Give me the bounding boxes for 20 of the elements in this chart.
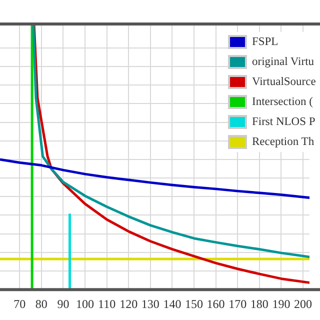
legend-label: Intersection ( xyxy=(252,96,313,108)
x-tick-label: 80 xyxy=(35,296,48,311)
legend-label: FSPL xyxy=(252,36,278,48)
x-tick-label: 100 xyxy=(76,296,94,311)
legend-label: VirtualSource xyxy=(252,76,316,88)
x-tick-label: 130 xyxy=(141,296,160,311)
x-tick-label: 90 xyxy=(57,296,70,311)
legend-label: First NLOS P xyxy=(252,116,316,128)
x-tick-label: 200 xyxy=(294,296,312,311)
legend-label: original Virtu xyxy=(252,56,314,68)
x-tick-label: 160 xyxy=(206,296,225,311)
x-tick-label: 170 xyxy=(228,296,247,311)
x-tick-label: 180 xyxy=(250,296,268,311)
x-tick-label: 190 xyxy=(272,296,290,311)
x-tick-label: 140 xyxy=(163,296,182,311)
x-tick-label: 110 xyxy=(98,296,116,311)
x-tick-label: 70 xyxy=(14,296,26,311)
legend-label: Reception Th xyxy=(252,136,314,148)
x-tick-label: 150 xyxy=(185,296,204,311)
x-tick-label: 120 xyxy=(120,296,138,311)
